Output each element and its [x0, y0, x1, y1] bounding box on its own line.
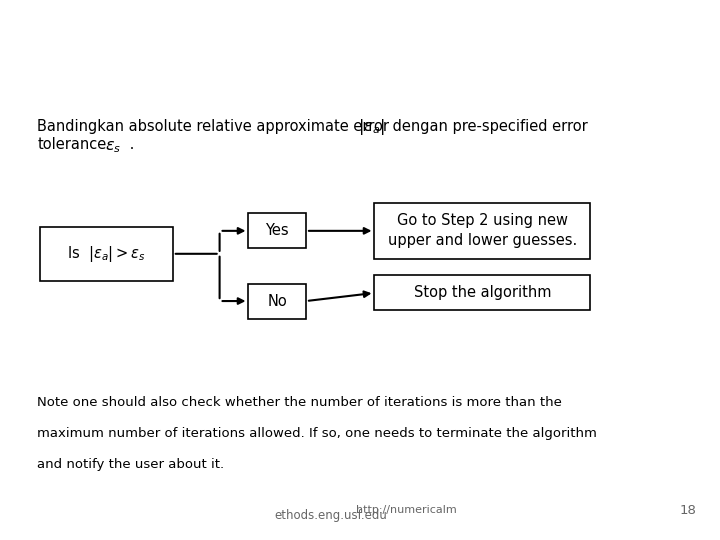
- Text: maximum number of iterations allowed. If so, one needs to terminate the algorith: maximum number of iterations allowed. If…: [37, 427, 598, 440]
- Text: tolerance: tolerance: [37, 137, 107, 152]
- Text: dengan pre-specified error: dengan pre-specified error: [388, 119, 588, 134]
- Text: Note one should also check whether the number of iterations is more than the: Note one should also check whether the n…: [37, 396, 562, 409]
- Bar: [374, 202, 590, 259]
- Text: Is  $|\epsilon_a|>\epsilon_s$: Is $|\epsilon_a|>\epsilon_s$: [67, 244, 145, 264]
- Text: $\epsilon_s$: $\epsilon_s$: [105, 139, 122, 156]
- Text: Go to Step 2 using new: Go to Step 2 using new: [397, 213, 568, 227]
- Bar: [40, 227, 173, 281]
- Text: and notify the user about it.: and notify the user about it.: [37, 458, 225, 471]
- Text: $|\epsilon_a|$: $|\epsilon_a|$: [358, 117, 384, 137]
- Text: ethods.eng.usf.edu: ethods.eng.usf.edu: [275, 509, 387, 522]
- Bar: [374, 275, 590, 310]
- Text: No: No: [267, 294, 287, 308]
- Text: 18: 18: [679, 504, 696, 517]
- Text: .: .: [125, 137, 135, 152]
- Text: http://numericalm: http://numericalm: [356, 505, 457, 515]
- Text: Yes: Yes: [266, 224, 289, 238]
- Bar: [248, 213, 306, 248]
- Bar: [248, 284, 306, 319]
- Text: Bandingkan absolute relative approximate error: Bandingkan absolute relative approximate…: [37, 119, 390, 134]
- Text: upper and lower guesses.: upper and lower guesses.: [388, 233, 577, 248]
- Text: Stop the algorithm: Stop the algorithm: [414, 286, 551, 300]
